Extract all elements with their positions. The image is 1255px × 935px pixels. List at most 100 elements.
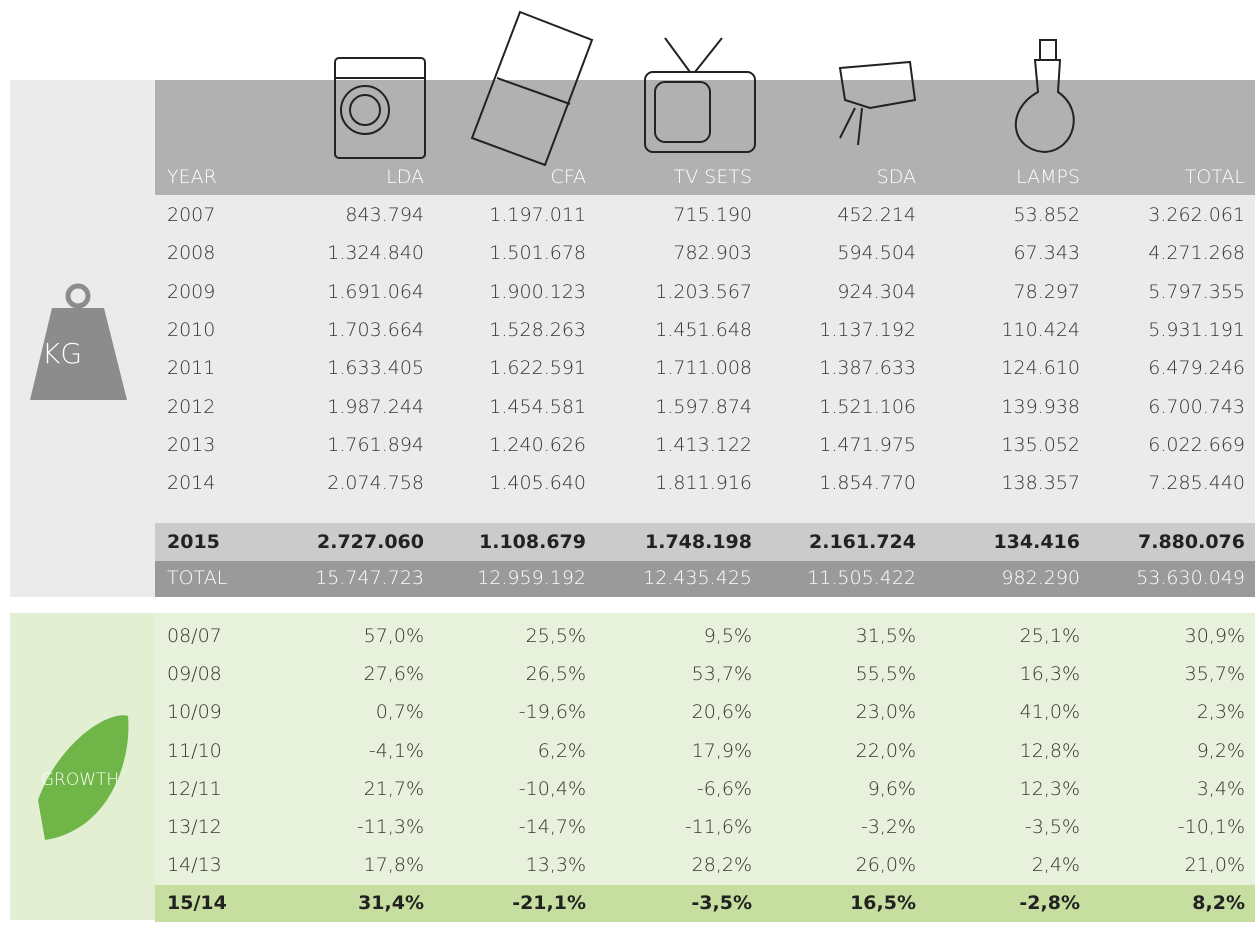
growth-cell: -4,1% (368, 739, 424, 762)
table-cell: 1.900.123 (489, 280, 586, 303)
growth-cell: 15/14 (167, 892, 227, 915)
growth-cell: -10,4% (518, 777, 586, 800)
growth-cell: -19,6% (518, 701, 586, 724)
table-cell: 1.761.894 (327, 433, 424, 456)
growth-cell: 31,4% (358, 892, 424, 915)
table-cell: 1.240.626 (489, 433, 586, 456)
table-cell: 124.610 (1001, 357, 1080, 380)
growth-cell: -3,2% (860, 816, 916, 838)
table-cell: 2.161.724 (809, 531, 916, 553)
growth-cell: 10/09 (167, 701, 222, 724)
table-cell: 78.297 (1013, 280, 1080, 303)
table-cell: 1.501.678 (489, 242, 586, 265)
column-header: CFA (550, 166, 586, 188)
table-cell: 1.622.591 (489, 357, 586, 380)
growth-cell: 20,6% (691, 701, 752, 724)
total-cell: 15.747.723 (315, 567, 424, 589)
table-cell: 6.700.743 (1148, 395, 1245, 418)
growth-cell: -11,6% (684, 816, 752, 838)
total-cell: 12.959.192 (477, 567, 586, 589)
growth-cell: 21,0% (1184, 854, 1245, 877)
table-cell: 1.197.011 (489, 204, 586, 226)
table-cell: 1.811.916 (655, 472, 752, 495)
table-cell: 1.451.648 (655, 318, 752, 341)
table-cell: 1.405.640 (489, 472, 586, 495)
growth-cell: 11/10 (167, 739, 222, 762)
table-cell: 2011 (167, 357, 216, 380)
table-cell: 53.852 (1013, 204, 1080, 226)
table-cell: 67.343 (1013, 242, 1080, 265)
growth-cell: 41,0% (1019, 701, 1080, 724)
growth-cell: 57,0% (363, 625, 424, 647)
growth-cell: 9,6% (867, 777, 916, 800)
table-cell: 843.794 (345, 204, 424, 226)
table-cell: 7.285.440 (1148, 472, 1245, 495)
column-header: LDA (386, 166, 424, 188)
growth-cell: -6,6% (696, 777, 752, 800)
table-cell: 4.271.268 (1148, 242, 1245, 265)
table-cell: 2.074.758 (327, 472, 424, 495)
table-cell: 1.691.064 (327, 280, 424, 303)
growth-cell: 16,3% (1019, 663, 1080, 686)
growth-cell: 13,3% (525, 854, 586, 877)
growth-cell: 2,4% (1031, 854, 1080, 877)
table-cell: 1.324.840 (327, 242, 424, 265)
table-cell: 6.479.246 (1148, 357, 1245, 380)
column-header: TOTAL (1184, 166, 1245, 188)
table-cell: 2012 (167, 395, 216, 418)
table-cell: 782.903 (673, 242, 752, 265)
table-cell: 138.357 (1001, 472, 1080, 495)
table-cell: 7.880.076 (1138, 531, 1245, 553)
growth-cell: 17,8% (363, 854, 424, 877)
table-cell: 139.938 (1001, 395, 1080, 418)
growth-cell: 0,7% (375, 701, 424, 724)
growth-cell: 53,7% (691, 663, 752, 686)
growth-cell: 16,5% (850, 892, 916, 915)
growth-cell: 12,3% (1019, 777, 1080, 800)
growth-cell: 6,2% (537, 739, 586, 762)
table-cell: 110.424 (1001, 318, 1080, 341)
table-cell: 2.727.060 (317, 531, 424, 553)
table-cell: 2010 (167, 318, 216, 341)
growth-cell: 9,2% (1196, 739, 1245, 762)
highlight-row (155, 523, 1255, 561)
table-cell: 2007 (167, 204, 216, 226)
growth-cell: -14,7% (518, 816, 586, 838)
table-cell: 2014 (167, 472, 216, 495)
header-band (155, 80, 1255, 195)
growth-cell: 55,5% (855, 663, 916, 686)
table-body (155, 195, 1255, 523)
growth-cell: 27,6% (363, 663, 424, 686)
table-cell: 135.052 (1001, 433, 1080, 456)
column-header: LAMPS (1016, 166, 1080, 188)
table-cell: 1.521.106 (819, 395, 916, 418)
growth-cell: 9,5% (703, 625, 752, 647)
growth-cell: 23,0% (855, 701, 916, 724)
table-cell: 134.416 (993, 531, 1080, 553)
table-cell: 1.597.874 (655, 395, 752, 418)
table-cell: 5.797.355 (1148, 280, 1245, 303)
leaf-icon (38, 715, 129, 840)
total-cell: 982.290 (1001, 567, 1080, 589)
growth-cell: -21,1% (512, 892, 586, 915)
growth-cell: -3,5% (1024, 816, 1080, 838)
growth-cell: -3,5% (691, 892, 752, 915)
table-cell: 452.214 (837, 204, 916, 226)
table-cell: 1.137.192 (819, 318, 916, 341)
growth-cell: 3,4% (1196, 777, 1245, 800)
table-cell: 1.987.244 (327, 395, 424, 418)
growth-cell: 2,3% (1196, 701, 1245, 724)
growth-cell: 08/07 (167, 625, 222, 647)
table-cell: 924.304 (837, 280, 916, 303)
table-cell: 2008 (167, 242, 216, 265)
table-cell: 1.528.263 (489, 318, 586, 341)
growth-cell: -2,8% (1019, 892, 1080, 915)
growth-label: GROWTH (40, 770, 120, 790)
growth-cell: 12/11 (167, 777, 222, 800)
table-cell: 1.633.405 (327, 357, 424, 380)
growth-cell: 26,0% (855, 854, 916, 877)
table-cell: 5.931.191 (1148, 318, 1245, 341)
table-cell: 715.190 (673, 204, 752, 226)
table-cell: 6.022.669 (1148, 433, 1245, 456)
